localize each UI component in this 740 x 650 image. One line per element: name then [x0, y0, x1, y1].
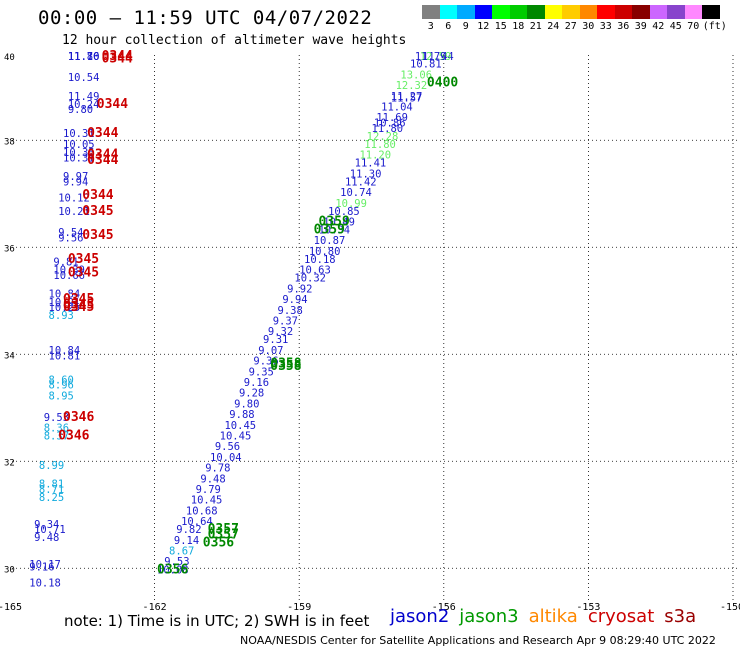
units-note: note: 1) Time is in UTC; 2) SWH is in fe…: [64, 612, 369, 630]
satellite-legend-item: s3a: [664, 606, 696, 627]
pass-time-label: 0345: [82, 228, 113, 243]
pass-time-label: 0359: [314, 223, 345, 238]
pass-time-label: 0345: [82, 204, 113, 219]
wave-height-label: 9.56: [58, 233, 83, 245]
lon-tick-label: -150: [720, 602, 740, 613]
lat-tick-label: 40: [4, 53, 15, 63]
wave-height-label: 8.25: [39, 492, 64, 504]
lat-tick-label: 32: [4, 458, 15, 468]
wave-height-label: 10.18: [29, 578, 61, 590]
wave-height-observations: 11.1011.7011.8610.5411.4910.249.8010.311…: [29, 49, 458, 590]
wave-height-label: 9.48: [34, 532, 59, 544]
lon-tick-label: -165: [0, 602, 22, 613]
pass-time-label: 0346: [63, 410, 94, 425]
altimeter-map: -165-162-159-156-153-150403836343230 11.…: [0, 0, 740, 650]
satellite-legend-item: altika: [529, 606, 578, 627]
pass-time-label: 0344: [87, 126, 118, 141]
pass-time-label: 0344: [97, 97, 128, 112]
wave-height-label: 10.81: [49, 350, 81, 362]
lat-tick-label: 38: [4, 137, 15, 147]
wave-height-label: 8.99: [39, 460, 64, 472]
pass-time-label: 0356: [157, 562, 188, 577]
satellite-legend-item: jason2: [390, 606, 449, 627]
wave-height-label: 8.95: [49, 390, 74, 402]
wave-height-label: 10.54: [68, 72, 100, 84]
pass-time-label: 0358: [270, 359, 301, 374]
wave-height-label: 9.80: [68, 104, 93, 116]
pass-time-label: 0345: [68, 265, 99, 280]
credit-line: NOAA/NESDIS Center for Satellite Applica…: [240, 634, 716, 647]
pass-time-label: 0345: [63, 300, 94, 315]
lat-tick-label: 34: [4, 351, 15, 361]
satellite-legend: jason2 jason3 altika cryosat s3a: [390, 606, 706, 627]
wave-height-label: 9.16: [29, 562, 54, 574]
lat-tick-label: 36: [4, 244, 15, 254]
pass-time-label: 0344: [82, 188, 113, 203]
wave-height-label: 11.86: [68, 51, 100, 63]
satellite-legend-item: cryosat: [588, 606, 654, 627]
wave-height-label: 9.94: [63, 176, 88, 188]
pass-time-label: 0344: [87, 153, 118, 168]
satellite-legend-item: jason3: [459, 606, 518, 627]
pass-time-label: 0356: [203, 536, 234, 551]
pass-time-label: 0400: [427, 75, 458, 90]
pass-time-label: 0346: [58, 429, 89, 444]
altimeter-map-page: 00:00 – 11:59 UTC 04/07/2022 12 hour col…: [0, 0, 740, 650]
lat-tick-label: 30: [4, 565, 15, 575]
pass-time-label: 0344: [102, 51, 133, 66]
